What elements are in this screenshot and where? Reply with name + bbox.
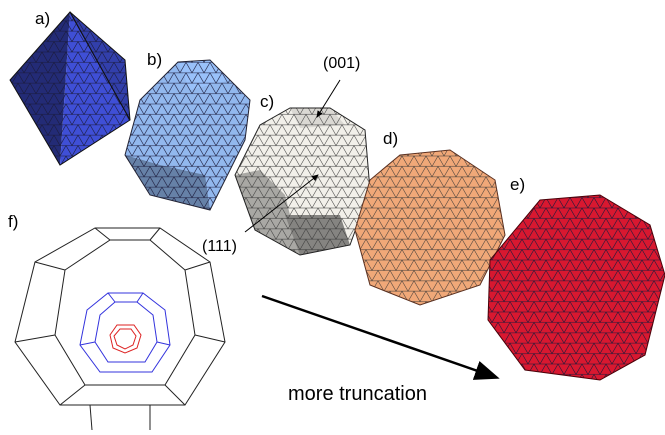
caption-more-truncation: more truncation [288,383,427,405]
label-b: b) [147,50,162,69]
label-e: e) [510,175,525,194]
truncation-arrow [261,294,500,380]
schematic-middle-outline [79,292,171,373]
label-c: c) [260,92,274,111]
schematic-f [14,227,226,431]
label-d: d) [383,129,398,148]
label-f: f) [8,212,18,231]
truncated-octahedron-b [124,59,251,211]
truncated-polyhedron-e [487,194,665,381]
label-a: a) [35,9,50,28]
octahedron-a [9,11,131,166]
label-111-face: (111) [202,238,237,255]
label-001-face: (001) [323,55,360,72]
schematic-inner-outline [109,324,142,354]
truncated-polyhedron-d [354,149,506,306]
pointer-001 [316,79,341,118]
schematic-outer-outline [14,227,226,431]
pointer-111 [244,174,319,233]
truncated-octahedron-c [234,107,371,256]
